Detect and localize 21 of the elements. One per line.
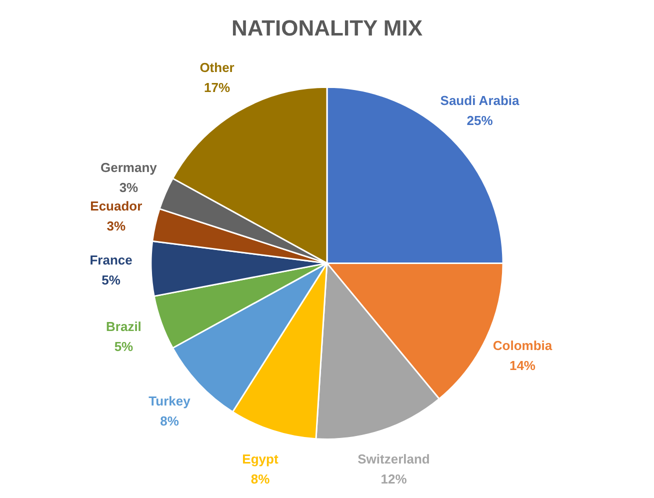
- data-label: 5%: [114, 338, 134, 354]
- data-label: 12%: [380, 471, 408, 486]
- slice-label: Switzerland: [358, 451, 430, 466]
- slice-label: Ecuador: [90, 198, 142, 214]
- data-label: 3%: [106, 218, 126, 234]
- slice-label: France: [90, 252, 132, 268]
- chart-title: NATIONALITY MIX: [231, 15, 423, 40]
- slice-label: Egypt: [242, 451, 279, 466]
- slice-label: Germany: [100, 160, 158, 175]
- data-label: 5%: [102, 272, 121, 288]
- slice-label: Other: [200, 60, 234, 75]
- data-label: 17%: [204, 80, 230, 95]
- data-label: 14%: [509, 358, 536, 373]
- data-label: 8%: [160, 414, 180, 429]
- slice-label: Turkey: [148, 394, 192, 409]
- slice-label: Colombia: [492, 338, 553, 353]
- data-label: 3%: [119, 180, 139, 195]
- data-label: 8%: [250, 471, 270, 486]
- data-label: 25%: [466, 113, 494, 128]
- slice-label: Saudi Arabia: [440, 93, 520, 108]
- slice-label: Brazil: [106, 318, 142, 334]
